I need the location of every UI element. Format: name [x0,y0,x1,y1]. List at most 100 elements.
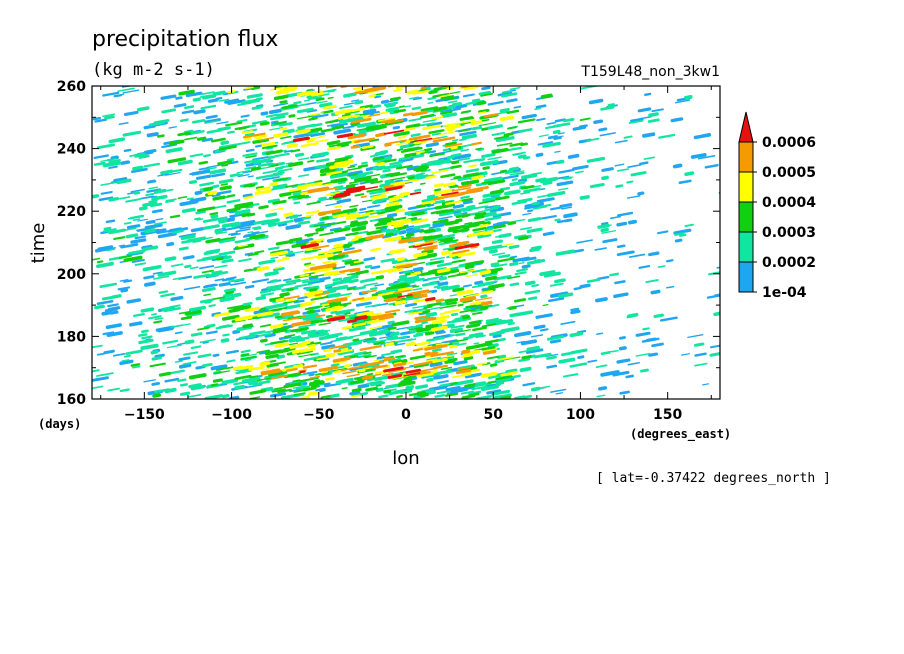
field-streak [463,307,471,311]
field-streak [450,381,458,385]
field-streak [601,167,614,172]
field-streak [261,141,276,147]
field-streak [153,221,167,226]
field-streak [431,348,442,352]
field-streak [599,132,616,137]
field-streak [509,180,526,187]
field-streak [627,164,642,169]
field-streak [454,379,474,386]
field-streak [131,258,145,264]
field-streak [457,184,472,189]
field-streak [481,180,492,185]
field-streak [366,314,375,319]
field-streak [326,315,346,322]
field-streak [433,189,453,195]
field-streak [469,300,485,306]
field-streak [439,131,456,136]
field-streak [326,170,342,176]
field-streak [442,96,458,101]
field-streak [420,241,438,246]
field-streak [93,154,109,160]
field-streak [406,374,417,379]
field-streak [473,342,480,345]
field-streak [555,249,575,256]
field-streak [112,352,126,357]
field-streak [315,314,326,318]
x-axis-ticks: −150 −100 −50 0 50 100 150 [100,86,712,423]
field-streak [380,192,389,195]
field-streak [354,235,363,239]
field-streak [394,300,407,305]
field-streak [208,304,216,308]
field-streak [365,166,375,172]
field-streak [491,131,506,137]
field-streak [518,350,528,354]
y-units-label: (days) [38,417,81,431]
field-streak [297,123,316,130]
field-streak [218,145,237,151]
field-streak [352,86,369,90]
field-streak [483,113,498,118]
field-streak [351,99,360,102]
field-streak [259,121,270,126]
field-streak [251,120,267,125]
field-streak [398,156,414,163]
field-streak [479,223,489,228]
field-streak [441,250,451,256]
field-streak [509,86,521,91]
field-streak [659,316,678,322]
field-streak [424,351,439,357]
field-streak [304,262,312,266]
field-streak [188,383,202,389]
field-streak [550,388,567,393]
field-streak [468,392,480,397]
field-streak [204,394,224,399]
field-streak [354,176,372,183]
field-streak [637,191,645,196]
field-streak [505,368,518,374]
field-streak [157,173,169,177]
field-streak [107,387,120,392]
field-streak [548,297,565,303]
field-streak [96,143,115,150]
field-streak [374,197,392,203]
field-streak [145,219,156,225]
field-streak [139,154,150,159]
field-streak [645,279,659,284]
field-streak [388,194,397,199]
field-streak [391,320,410,327]
field-streak [390,349,403,354]
field-streak [414,315,427,320]
field-streak [530,334,544,338]
field-streak [451,240,457,244]
field-streak [103,226,112,231]
field-streak [426,194,436,198]
field-streak [294,217,304,223]
field-streak [298,369,307,372]
field-streak [398,105,405,108]
field-streak [398,285,407,290]
field-streak [470,332,484,338]
field-streak [363,111,380,117]
field-streak [225,349,239,355]
field-streak [252,138,270,144]
field-streak [283,299,299,304]
field-streak [517,154,527,159]
field-streak [319,232,334,237]
field-streak [382,228,390,232]
field-streak [463,86,479,91]
field-streak [154,317,164,321]
field-streak [142,245,159,252]
field-streak [260,338,268,343]
field-streak [458,270,468,276]
field-streak [372,156,392,163]
field-streak [436,390,451,395]
field-streak [607,103,615,107]
field-streak [289,343,307,350]
field-streak [325,119,339,124]
field-streak [275,219,294,225]
field-streak [291,320,311,327]
field-streak [136,106,150,112]
field-streak [285,162,293,165]
field-streak [182,361,197,366]
